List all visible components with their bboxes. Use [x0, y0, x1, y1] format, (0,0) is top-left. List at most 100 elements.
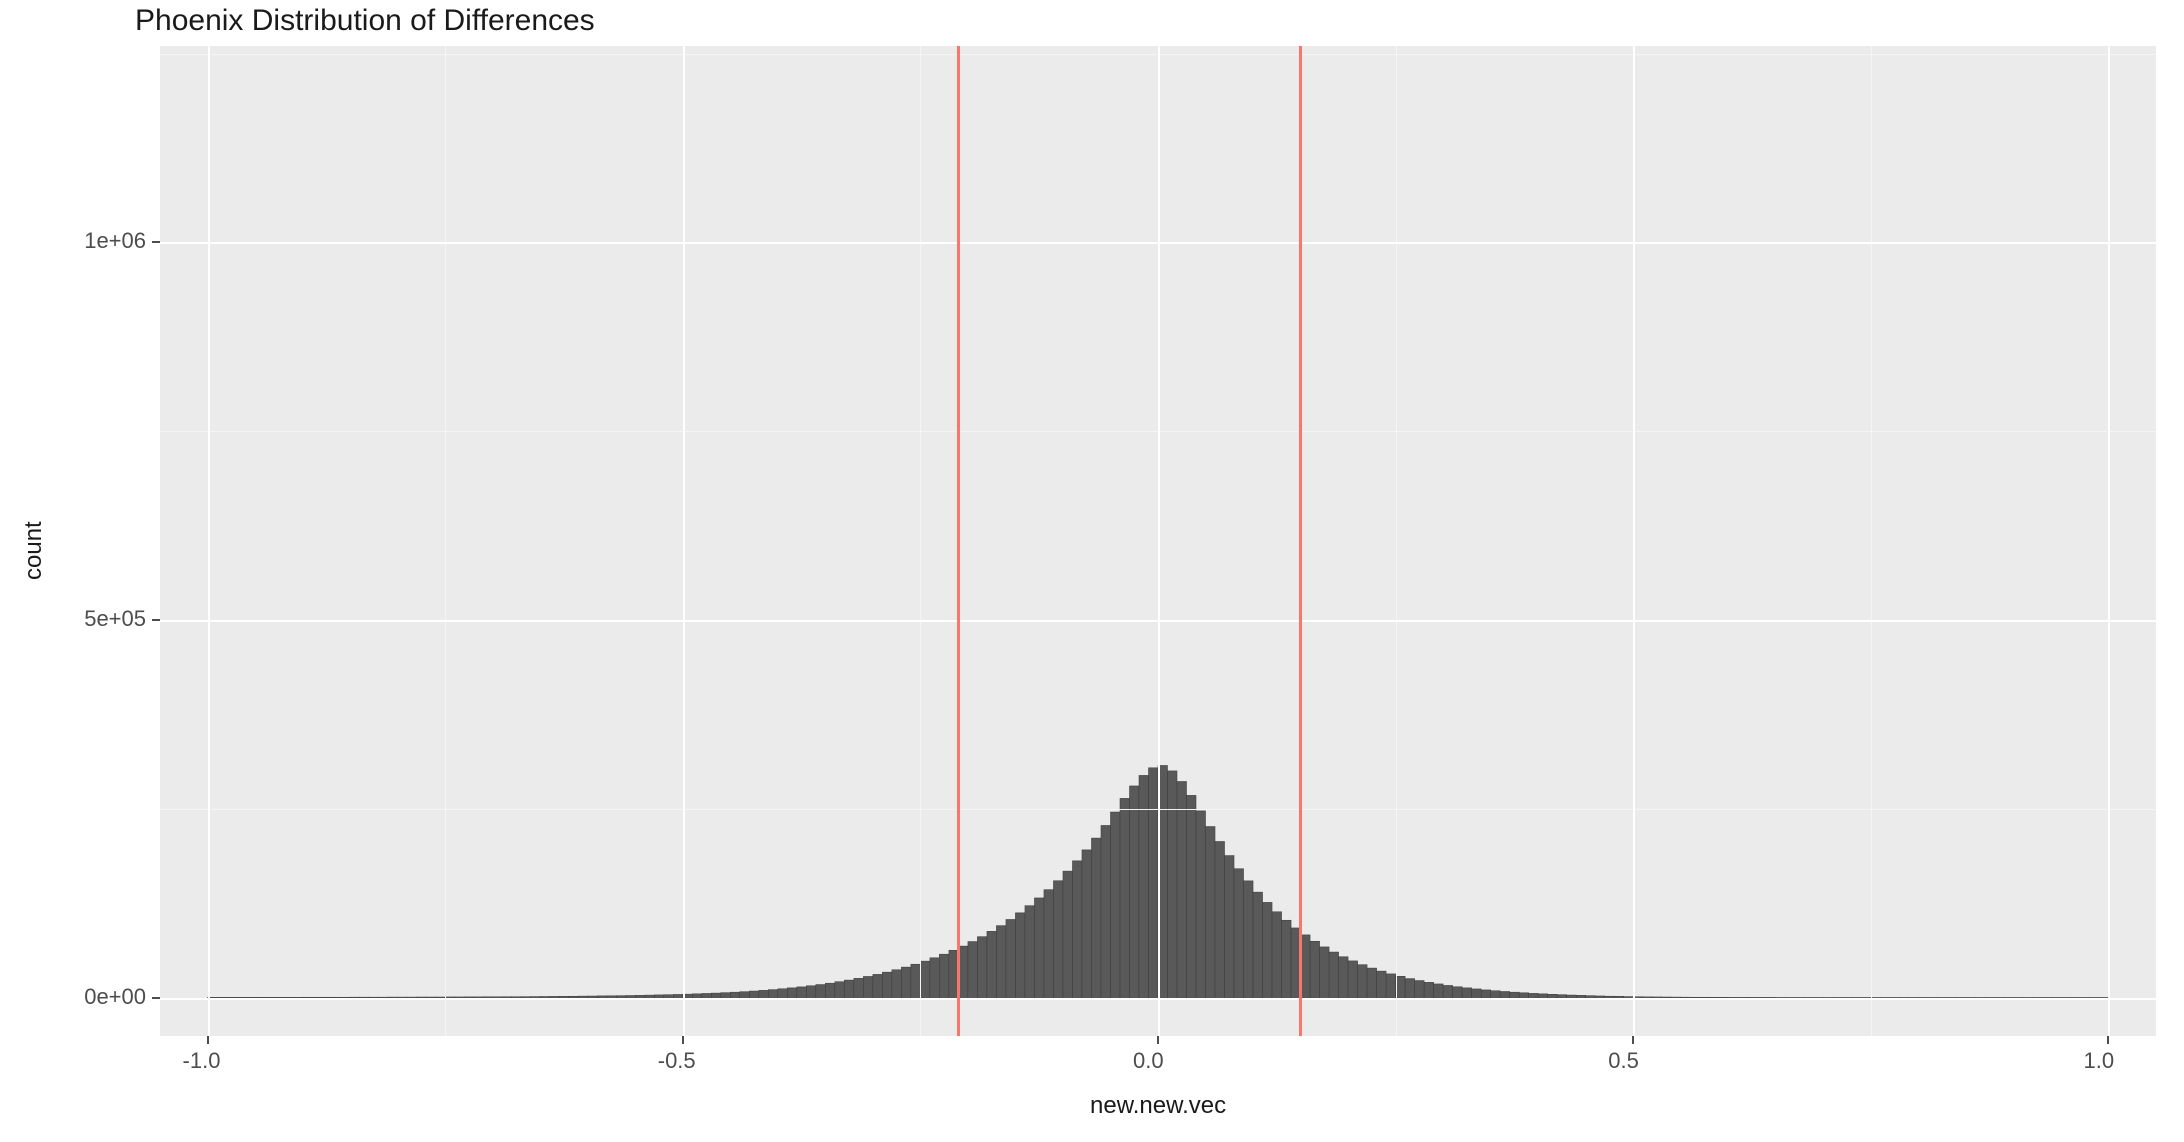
histogram-bar	[1168, 771, 1178, 998]
histogram-bar	[816, 985, 826, 999]
x-tick-mark	[1632, 1036, 1634, 1044]
histogram-bar	[1367, 968, 1377, 998]
histogram-bar	[1053, 881, 1063, 999]
histogram-bar	[863, 976, 873, 998]
y-tick-label: 5e+05	[84, 606, 146, 632]
plot-panel	[160, 46, 2156, 1036]
histogram-bar	[806, 986, 816, 998]
histogram-bar	[759, 990, 769, 998]
histogram-bar	[854, 978, 864, 998]
histogram-bar	[987, 931, 997, 998]
histogram-bar	[1091, 838, 1101, 998]
histogram-bar	[778, 989, 788, 998]
histogram-bar	[939, 954, 949, 998]
histogram-bar	[1472, 989, 1482, 998]
grid-major-v	[1633, 46, 1635, 1036]
histogram-bar	[1481, 990, 1491, 998]
histogram-bar	[1015, 913, 1025, 998]
y-tick-mark	[152, 997, 160, 999]
chart-title: Phoenix Distribution of Differences	[135, 4, 595, 38]
histogram-bar	[1101, 825, 1111, 998]
y-tick-mark	[152, 241, 160, 243]
histogram-bar	[1034, 898, 1044, 998]
histogram-bar	[1282, 920, 1292, 998]
histogram-bar	[968, 942, 978, 999]
histogram-bar	[1082, 850, 1092, 998]
histogram-bar	[1434, 984, 1444, 998]
histogram-bar	[1225, 856, 1235, 999]
histogram-bar	[1263, 902, 1273, 998]
histogram-bar	[1044, 890, 1054, 999]
grid-minor-v	[1396, 46, 1397, 1036]
y-tick-label: 1e+06	[84, 228, 146, 254]
histogram-bar	[996, 926, 1006, 999]
histogram-bar	[1386, 974, 1396, 998]
histogram-bar	[825, 983, 835, 998]
reference-vline	[957, 46, 960, 1036]
grid-major-v	[2108, 46, 2110, 1036]
x-tick-label: 1.0	[2083, 1048, 2114, 1074]
x-tick-mark	[682, 1036, 684, 1044]
histogram-bar	[1187, 795, 1197, 998]
histogram-bar	[787, 988, 797, 998]
histogram-bar	[1272, 912, 1282, 998]
histogram-bar	[920, 961, 930, 998]
grid-minor-v	[1871, 46, 1872, 1036]
histogram-bar	[977, 937, 987, 999]
grid-major-h	[160, 242, 2156, 244]
histogram-bar	[1025, 906, 1035, 999]
histogram-bar	[1120, 798, 1130, 998]
histogram-bar	[1462, 988, 1472, 998]
grid-major-v	[1158, 46, 1160, 1036]
histogram-bar	[1196, 811, 1206, 998]
histogram-bar	[1348, 961, 1358, 998]
histogram-bar	[797, 987, 807, 998]
grid-major-h	[160, 998, 2156, 1000]
histogram-bar	[1129, 786, 1139, 998]
grid-minor-v	[445, 46, 446, 1036]
histogram-bar	[1396, 976, 1406, 998]
reference-vline	[1299, 46, 1302, 1036]
grid-major-v	[683, 46, 685, 1036]
histogram-bar	[1206, 827, 1216, 999]
histogram-bar	[901, 967, 911, 998]
x-tick-label: 0.5	[1608, 1048, 1639, 1074]
histogram-bar	[749, 991, 759, 998]
histogram-bar	[1244, 881, 1254, 998]
histogram-bar	[1215, 841, 1225, 998]
histogram-bar	[1443, 985, 1453, 998]
x-tick-label: 0.0	[1133, 1048, 1164, 1074]
histogram-bar	[1339, 957, 1349, 998]
histogram-bar	[1415, 981, 1425, 999]
histogram-bar	[1148, 768, 1158, 998]
y-tick-mark	[152, 619, 160, 621]
histogram-bar	[1110, 812, 1120, 998]
grid-major-v	[208, 46, 210, 1036]
histogram-bar	[930, 958, 940, 998]
histogram-bar	[1177, 781, 1187, 998]
grid-major-h	[160, 620, 2156, 622]
histogram-bar	[1006, 919, 1016, 998]
chart-container: Phoenix Distribution of Differences coun…	[0, 0, 2184, 1142]
histogram-bar	[911, 964, 921, 998]
y-axis-label: count	[20, 521, 48, 580]
histogram-bar	[835, 982, 845, 999]
histogram-bar	[1063, 871, 1073, 998]
grid-minor-v	[920, 46, 921, 1036]
histogram-bar	[1500, 991, 1510, 998]
histogram-bar	[844, 980, 854, 998]
histogram-bar	[1377, 971, 1387, 998]
histogram-bar	[1234, 869, 1244, 999]
x-tick-label: -1.0	[183, 1048, 221, 1074]
x-tick-mark	[2107, 1036, 2109, 1044]
histogram-bar	[892, 970, 902, 998]
x-tick-label: -0.5	[658, 1048, 696, 1074]
histogram-bar	[1310, 941, 1320, 998]
y-tick-label: 0e+00	[84, 984, 146, 1010]
histogram-bar	[1329, 952, 1339, 998]
histogram-bar	[1358, 965, 1368, 999]
histogram-bar	[1405, 979, 1415, 999]
histogram-bar	[1424, 982, 1434, 998]
histogram-bar	[1072, 861, 1082, 998]
x-tick-mark	[207, 1036, 209, 1044]
